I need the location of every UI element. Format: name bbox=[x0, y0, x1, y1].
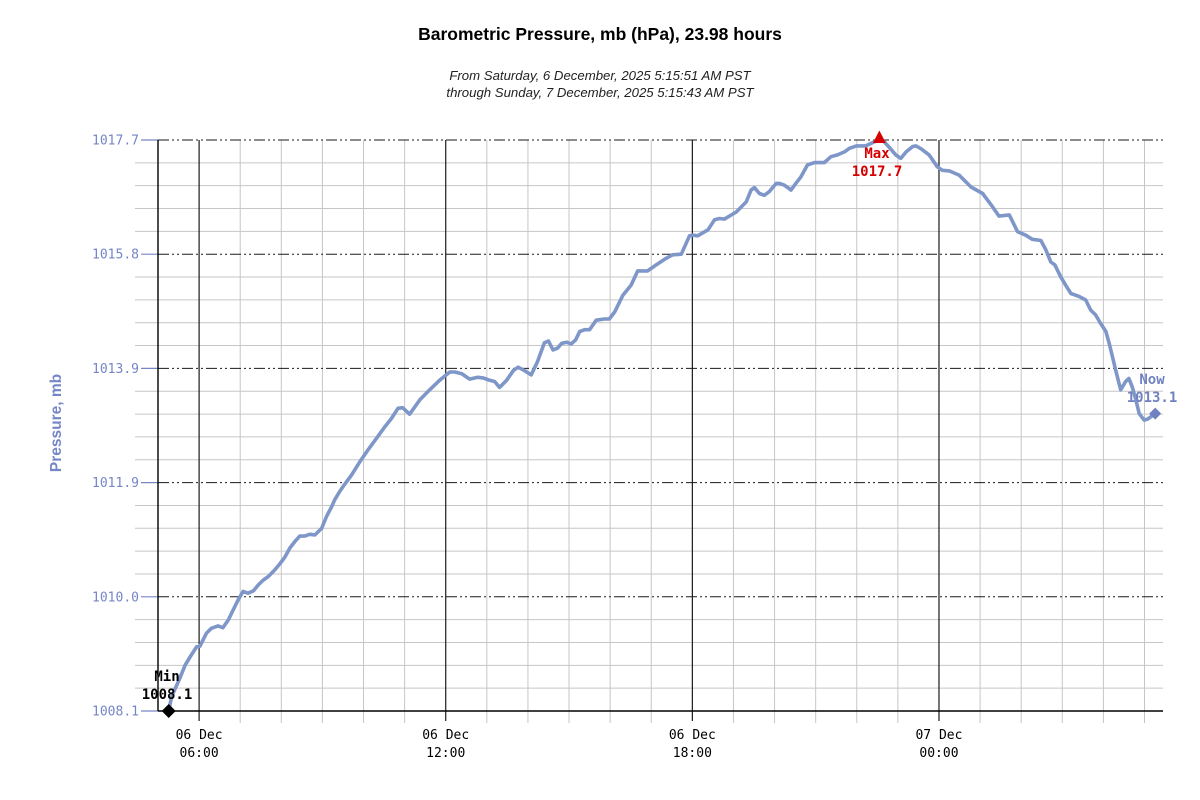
now-label-value: 1013.1 bbox=[1126, 390, 1178, 406]
chart-title: Barometric Pressure, mb (hPa), 23.98 hou… bbox=[418, 24, 782, 44]
x-tick-label-time: 12:00 bbox=[426, 746, 465, 761]
y-tick-label: 1013.9 bbox=[92, 362, 139, 377]
max-label-text: Max bbox=[864, 146, 890, 162]
x-tick-label-date: 06 Dec bbox=[669, 728, 716, 743]
max-marker-label: Max 1017.7 bbox=[852, 145, 903, 181]
min-marker-label: Min 1008.1 bbox=[142, 668, 193, 704]
x-tick-label-time: 00:00 bbox=[919, 746, 958, 761]
x-tick-label-time: 18:00 bbox=[673, 746, 712, 761]
max-label-value: 1017.7 bbox=[851, 164, 903, 180]
max-marker-triangle bbox=[872, 130, 886, 143]
y-tick-label: 1011.9 bbox=[92, 476, 139, 491]
min-label-text: Min bbox=[154, 669, 180, 685]
chart-subtitle-line1: From Saturday, 6 December, 2025 5:15:51 … bbox=[449, 68, 751, 83]
x-tick-label-date: 07 Dec bbox=[915, 728, 962, 743]
now-marker-label: Now 1013.1 bbox=[1127, 371, 1178, 407]
y-tick-label: 1010.0 bbox=[92, 590, 139, 605]
min-marker-diamond bbox=[161, 704, 176, 718]
x-tick-label-date: 06 Dec bbox=[422, 728, 469, 743]
now-label-text: Now bbox=[1139, 372, 1165, 388]
y-tick-label: 1008.1 bbox=[92, 705, 139, 720]
y-tick-label: 1015.8 bbox=[92, 248, 139, 263]
min-label-value: 1008.1 bbox=[141, 687, 193, 703]
series-line bbox=[166, 138, 1157, 713]
x-tick-label-time: 06:00 bbox=[180, 746, 219, 761]
now-marker-diamond bbox=[1149, 407, 1162, 420]
x-tick-label-date: 06 Dec bbox=[176, 728, 223, 743]
y-tick-label: 1017.7 bbox=[92, 134, 139, 149]
chart-subtitle-line2: through Sunday, 7 December, 2025 5:15:43… bbox=[446, 85, 754, 100]
